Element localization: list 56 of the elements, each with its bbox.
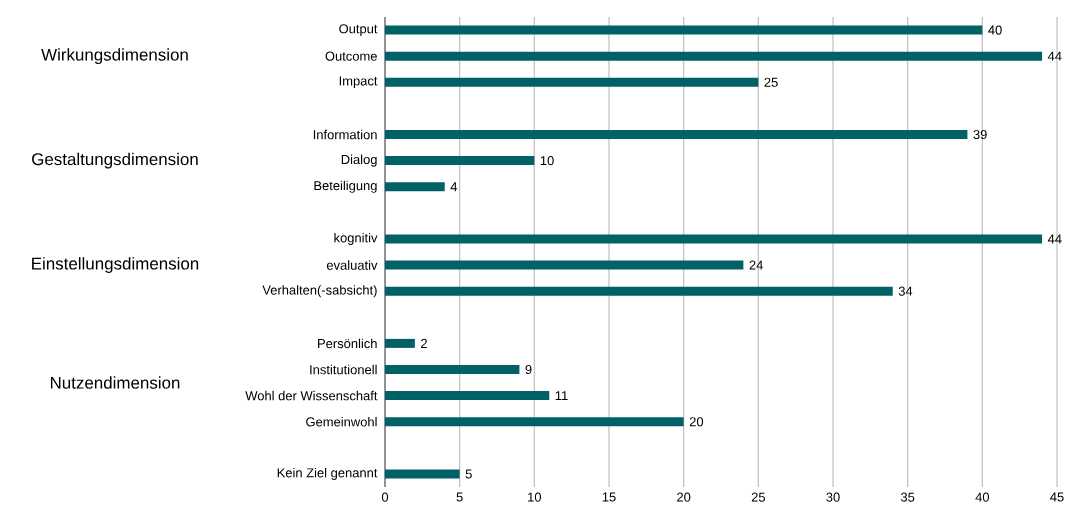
x-tick-label: 45	[1050, 492, 1064, 502]
bar	[385, 234, 1043, 244]
text: Gestaltungsdimension	[32, 152, 198, 169]
y-tick-label: Beteiligung	[314, 180, 377, 193]
bar	[385, 417, 684, 427]
data-label: 25	[764, 77, 778, 87]
y-tick-label: Information	[313, 129, 377, 140]
text: Einstellungsdimension	[32, 257, 199, 273]
bar	[385, 469, 460, 479]
bar	[385, 391, 550, 401]
y-tick-label: evaluativ	[326, 260, 378, 270]
x-tick-label: 5	[456, 492, 463, 502]
x-tick-label: 15	[602, 492, 616, 502]
data-label: 4	[450, 182, 458, 192]
data-label: 10	[540, 156, 554, 166]
x-tick-label: 30	[826, 492, 840, 502]
y-tick-label: Outcome	[325, 51, 377, 61]
y-tick-label: kognitiv	[334, 232, 378, 245]
bar	[385, 77, 759, 87]
data-label: 40	[988, 25, 1002, 35]
bar	[385, 182, 445, 192]
text: Wirkungsdimension	[41, 48, 188, 65]
data-label: 34	[898, 286, 913, 296]
data-label: 5	[465, 469, 472, 479]
y-tick-label: Institutionell	[310, 364, 377, 375]
x-tick-label: 0	[381, 492, 389, 502]
x-tick-label: 25	[751, 492, 765, 502]
bar	[385, 130, 968, 139]
y-tick-label: Kein Ziel genannt	[277, 467, 378, 480]
y-tick-label: Output	[339, 24, 378, 36]
x-tick-label: 40	[975, 492, 990, 502]
data-label: 2	[421, 338, 427, 348]
text: Nutzendimension	[50, 376, 180, 389]
data-label: 11	[555, 391, 568, 401]
x-tick-label: 35	[900, 492, 915, 502]
data-label: 44	[1047, 51, 1062, 61]
x-tick-label: 20	[677, 492, 691, 502]
y-tick-label: Wohl der Wissenschaft	[245, 390, 378, 401]
y-tick-label: Impact	[339, 76, 378, 89]
data-label: 39	[973, 129, 987, 140]
data-label: 24	[749, 260, 763, 270]
y-tick-label: Verhalten(-sabsicht)	[262, 285, 377, 298]
data-label: 20	[689, 417, 704, 427]
y-tick-label: Dialog	[341, 154, 377, 167]
bar	[385, 365, 520, 374]
bar	[385, 51, 1043, 61]
bar	[385, 338, 415, 348]
x-tick-label: 10	[528, 492, 542, 502]
data-label: 9	[525, 364, 532, 375]
data-label: 44	[1047, 234, 1062, 244]
bar	[385, 156, 535, 166]
bar	[385, 286, 893, 296]
y-tick-label: Persönlich	[318, 338, 377, 349]
bar	[385, 260, 744, 270]
bar	[385, 25, 983, 35]
y-tick-label: Gemeinwohl	[306, 416, 377, 427]
